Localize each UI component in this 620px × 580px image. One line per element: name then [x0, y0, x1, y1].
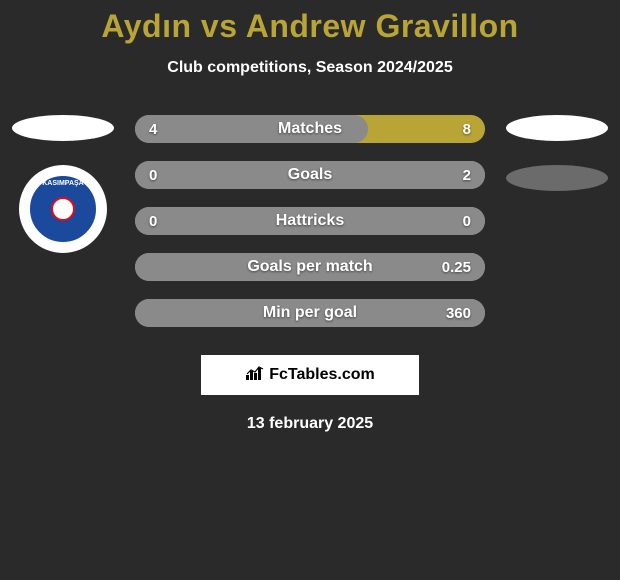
player-silhouette-left — [12, 115, 114, 141]
stat-bar: 0Goals2 — [135, 161, 485, 189]
club-name-label: KASIMPAŞA — [30, 180, 96, 187]
club-badge-right-placeholder — [506, 165, 608, 191]
stat-value-right: 8 — [463, 121, 471, 138]
stat-bars: 4Matches80Goals20Hattricks0Goals per mat… — [135, 115, 485, 327]
stat-label: Hattricks — [135, 212, 485, 230]
stat-bar: Min per goal360 — [135, 299, 485, 327]
subtitle: Club competitions, Season 2024/2025 — [0, 59, 620, 77]
brand-text: FcTables.com — [269, 366, 375, 384]
stat-value-right: 2 — [463, 167, 471, 184]
stat-bar: Goals per match0.25 — [135, 253, 485, 281]
stat-label: Goals per match — [135, 258, 485, 276]
stat-value-right: 0.25 — [442, 259, 471, 276]
stat-label: Matches — [135, 120, 485, 138]
right-player-col — [502, 115, 612, 191]
stat-bar: 4Matches8 — [135, 115, 485, 143]
club-badge-left: KASIMPAŞA — [19, 165, 107, 253]
stat-value-right: 0 — [463, 213, 471, 230]
stat-value-right: 360 — [446, 305, 471, 322]
brand-logo: FcTables.com — [201, 355, 419, 395]
player-silhouette-right — [506, 115, 608, 141]
date-line: 13 february 2025 — [0, 415, 620, 433]
left-player-col: KASIMPAŞA — [8, 115, 118, 253]
stat-label: Goals — [135, 166, 485, 184]
page-title: Aydın vs Andrew Gravillon — [0, 0, 620, 45]
stat-label: Min per goal — [135, 304, 485, 322]
bar-chart-icon — [245, 365, 265, 385]
club-badge-inner: KASIMPAŞA — [27, 173, 99, 245]
comparison-content: KASIMPAŞA 4Matches80Goals20Hattricks0Goa… — [0, 115, 620, 433]
stat-bar: 0Hattricks0 — [135, 207, 485, 235]
